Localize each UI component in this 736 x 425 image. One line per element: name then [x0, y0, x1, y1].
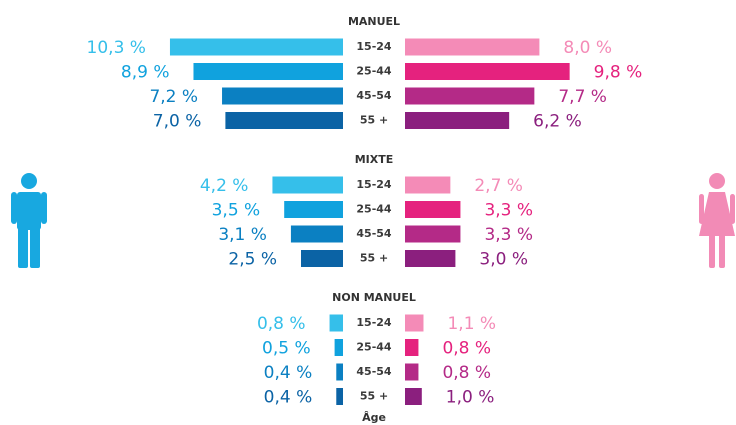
- bar: [301, 250, 343, 267]
- bar: [336, 363, 343, 381]
- value-label: 3,1 %: [218, 225, 267, 245]
- bar: [405, 388, 422, 405]
- man-icon: [11, 173, 47, 268]
- category-label: 45-54: [356, 227, 392, 240]
- x-axis-label: Âge: [362, 411, 386, 424]
- bar: [405, 38, 540, 56]
- bar: [405, 176, 451, 194]
- value-label: 0,8 %: [442, 339, 491, 359]
- value-label: 0,4 %: [264, 388, 313, 408]
- value-label: 0,8 %: [257, 314, 306, 334]
- bar: [405, 87, 535, 105]
- value-label: 0,4 %: [264, 363, 313, 383]
- value-label: 10,3 %: [87, 38, 146, 58]
- value-label: 8,9 %: [121, 63, 170, 83]
- category-label: 15-24: [356, 316, 392, 329]
- category-label: 25-44: [356, 203, 392, 216]
- category-label: 25-44: [356, 65, 392, 78]
- value-label: 3,3 %: [484, 201, 533, 221]
- bar: [405, 225, 461, 243]
- category-label: 25-44: [356, 341, 392, 354]
- value-label: 8,0 %: [563, 38, 612, 58]
- group-title: MANUEL: [348, 15, 400, 28]
- bar: [334, 339, 343, 356]
- bar: [405, 363, 419, 381]
- bar: [225, 112, 343, 129]
- bar: [336, 388, 343, 405]
- bar: [405, 314, 424, 332]
- bar: [405, 250, 456, 267]
- bar: [284, 201, 343, 218]
- category-label: 55 +: [360, 114, 388, 127]
- value-label: 4,2 %: [200, 176, 249, 196]
- group-title: MIXTE: [355, 153, 394, 166]
- value-label: 2,5 %: [228, 250, 277, 270]
- category-label: 45-54: [356, 365, 392, 378]
- category-label: 15-24: [356, 40, 392, 53]
- value-label: 0,8 %: [442, 363, 491, 383]
- bar: [193, 63, 343, 80]
- bar: [405, 112, 510, 129]
- value-label: 0,5 %: [262, 339, 311, 359]
- category-label: 15-24: [356, 178, 392, 191]
- bar: [329, 314, 343, 332]
- category-label: 55 +: [360, 252, 388, 265]
- value-label: 3,3 %: [484, 225, 533, 245]
- value-label: 6,2 %: [533, 112, 582, 132]
- value-label: 7,7 %: [558, 87, 607, 107]
- bar: [169, 38, 343, 56]
- bar: [405, 339, 419, 356]
- value-label: 7,2 %: [149, 87, 198, 107]
- bar: [405, 63, 570, 80]
- value-label: 3,5 %: [212, 201, 261, 221]
- value-label: 7,0 %: [153, 112, 202, 132]
- category-label: 55 +: [360, 390, 388, 403]
- category-label: 45-54: [356, 89, 392, 102]
- bar: [405, 201, 461, 218]
- value-label: 1,0 %: [446, 388, 495, 408]
- woman-icon: [699, 173, 735, 268]
- value-label: 2,7 %: [474, 176, 523, 196]
- group-title: NON MANUEL: [332, 291, 416, 304]
- bar: [222, 87, 343, 105]
- value-label: 1,1 %: [447, 314, 496, 334]
- bar: [290, 225, 343, 243]
- bar: [272, 176, 343, 194]
- value-label: 9,8 %: [594, 63, 643, 83]
- value-label: 3,0 %: [479, 250, 528, 270]
